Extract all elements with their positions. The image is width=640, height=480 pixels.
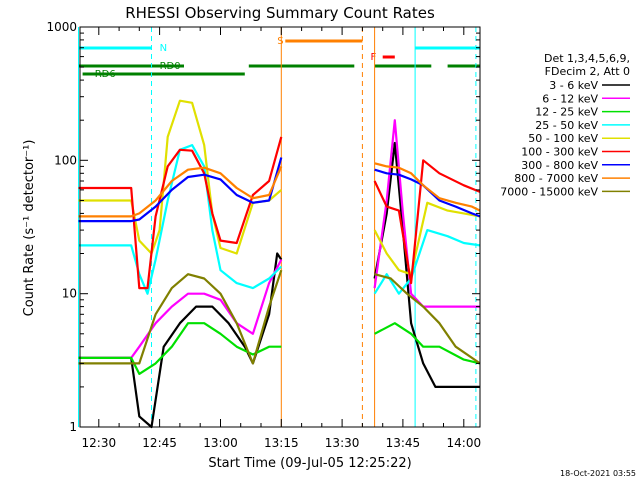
legend-label-6: 100 - 300 keV	[521, 146, 598, 159]
legend-header-1: Det 1,3,4,5,6,9,	[544, 52, 630, 65]
y-tick-label-10: 10	[62, 287, 77, 301]
y-axis: 1 10 100 1000	[46, 20, 480, 434]
legend-header-2: FDecim 2, Att 0	[545, 65, 630, 78]
series-line-8	[78, 162, 481, 218]
flag-label-n: N	[160, 43, 167, 54]
legend-label-8: 800 - 7000 keV	[514, 172, 598, 185]
x-tick-label-2: 12:45	[142, 436, 177, 450]
y-tick-label-1: 1	[69, 420, 77, 434]
series-line-1	[78, 141, 480, 429]
legend-label-2: 6 - 12 keV	[542, 92, 598, 105]
legend-label-4: 25 - 50 keV	[535, 119, 598, 132]
chart-title: RHESSI Observing Summary Count Rates	[125, 4, 435, 22]
x-tick-label-4: 13:15	[264, 436, 299, 450]
series-line-9	[78, 269, 481, 365]
legend-label-1: 3 - 6 keV	[549, 79, 598, 92]
y-axis-label: Count Rate (s⁻¹ detector⁻¹)	[22, 140, 37, 317]
legend: Det 1,3,4,5,6,9,FDecim 2, Att 03 - 6 keV…	[500, 52, 630, 198]
flag-label-f: F	[371, 52, 377, 63]
instrument-flags: N RD0 RD6 S F	[78, 36, 480, 80]
flag-label-s: S	[277, 36, 283, 47]
x-tick-label-3: 13:00	[203, 436, 238, 450]
legend-label-7: 300 - 800 keV	[521, 159, 598, 172]
generation-timestamp: 18-Oct-2021 03:55	[560, 469, 636, 478]
flag-label-rd6: RD6	[95, 69, 116, 80]
x-tick-label-5: 13:30	[325, 436, 360, 450]
flag-label-rd0: RD0	[160, 61, 181, 72]
x-tick-label-7: 14:00	[447, 436, 482, 450]
y-tick-label-100: 100	[54, 153, 77, 167]
legend-label-3: 12 - 25 keV	[535, 106, 598, 119]
x-axis: 12:30 12:45 13:00 13:15 13:30 13:45 14:00	[82, 27, 482, 450]
data-series	[78, 99, 481, 429]
plot-frame	[79, 26, 481, 428]
x-tick-label-1: 12:30	[82, 436, 117, 450]
x-tick-label-6: 13:45	[386, 436, 421, 450]
x-axis-label: Start Time (09-Jul-05 12:25:22)	[208, 456, 411, 471]
plot-area: N RD0 RD6 S F	[78, 27, 481, 429]
y-tick-label-1000: 1000	[46, 20, 77, 34]
legend-label-5: 50 - 100 keV	[528, 132, 598, 145]
legend-label-9: 7000 - 15000 keV	[500, 185, 598, 198]
series-line-5	[78, 99, 481, 276]
vertical-markers	[78, 27, 477, 427]
series-line-6	[78, 136, 481, 290]
